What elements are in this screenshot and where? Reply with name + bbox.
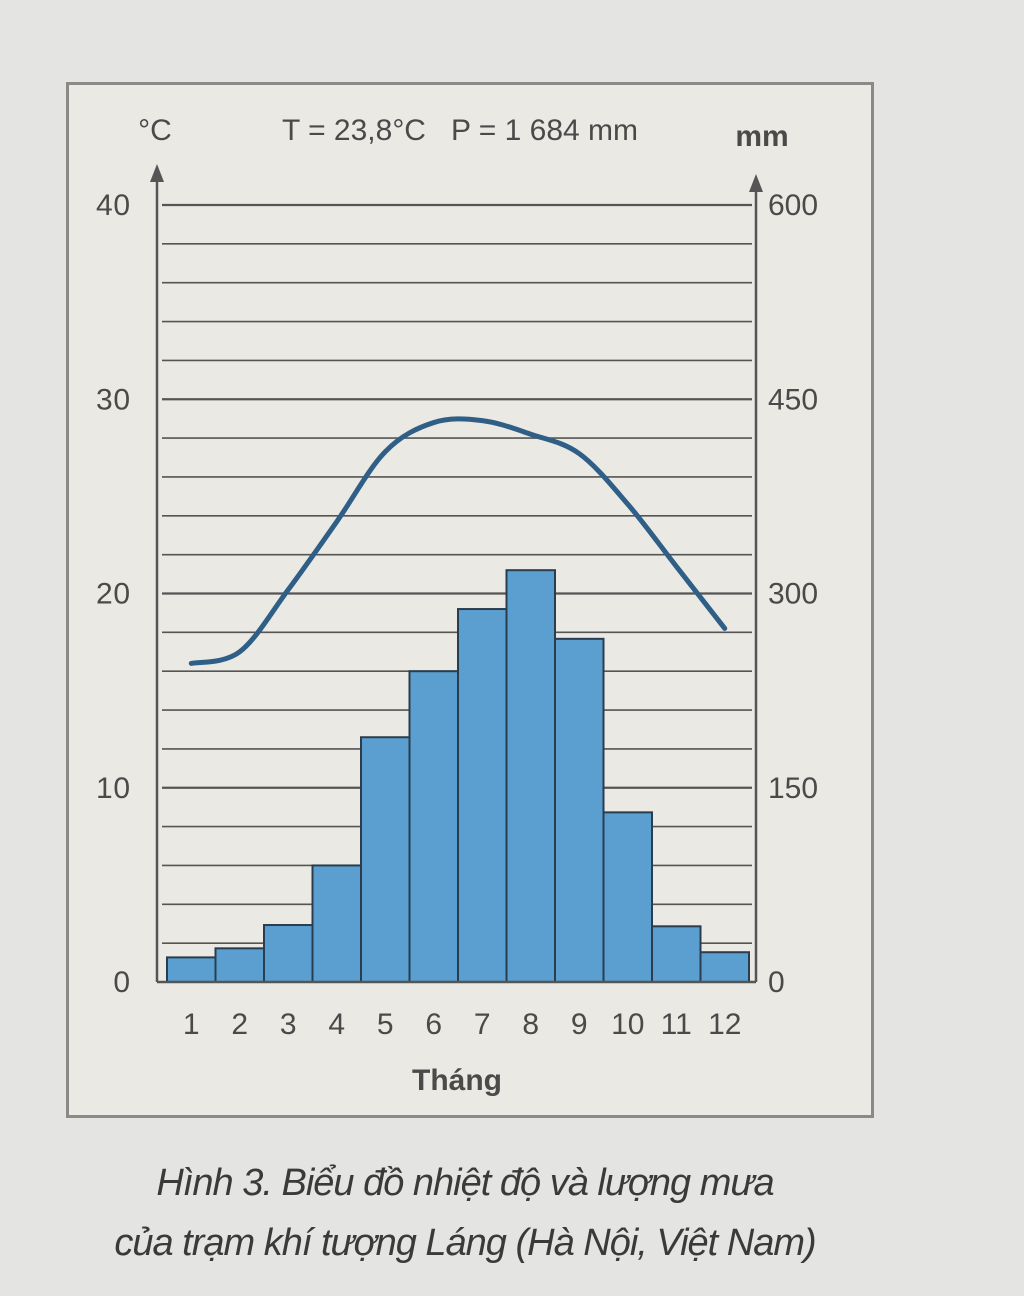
precipitation-bar	[602, 811, 653, 983]
left-tick-label: 30	[96, 383, 130, 416]
left-axis-arrow-icon	[150, 164, 164, 182]
right-axis-arrow-icon	[749, 174, 763, 192]
left-axis-unit: °C	[138, 114, 172, 147]
precipitation-bar	[699, 951, 750, 984]
x-tick-label: 1	[183, 1008, 200, 1041]
right-tick-label: 600	[768, 189, 818, 222]
precipitation-bar	[651, 925, 702, 984]
x-tick-label: 4	[328, 1008, 345, 1041]
right-tick-label: 0	[768, 966, 785, 999]
precipitation-bar	[457, 608, 508, 983]
right-tick-label: 150	[768, 772, 818, 805]
x-tick-label: 3	[280, 1008, 297, 1041]
left-tick-label: 0	[113, 966, 130, 999]
x-axis-label: Tháng	[412, 1064, 502, 1097]
right-tick-label: 300	[768, 578, 818, 611]
chart-title: T = 23,8°C P = 1 684 mm	[282, 114, 638, 147]
precipitation-bar	[408, 670, 459, 983]
figure-caption-line2: của trạm khí tượng Láng (Hà Nội, Việt Na…	[114, 1222, 816, 1264]
x-tick-label: 11	[661, 1008, 692, 1041]
temperature-line	[188, 416, 728, 666]
left-tick-label: 10	[96, 772, 130, 805]
right-tick-label: 450	[768, 383, 818, 416]
left-tick-label: 20	[96, 578, 130, 611]
x-tick-label: 5	[377, 1008, 394, 1041]
figure-caption-line1: Hình 3. Biểu đồ nhiệt độ và lượng mưa	[156, 1162, 774, 1204]
precipitation-bar	[263, 924, 314, 984]
precipitation-bar	[360, 736, 411, 983]
x-tick-label: 2	[231, 1008, 248, 1041]
left-tick-label: 40	[96, 189, 130, 222]
precipitation-bar	[311, 864, 362, 984]
precipitation-bar	[505, 569, 556, 983]
right-axis-unit: mm	[735, 120, 788, 153]
x-tick-label: 9	[571, 1008, 588, 1041]
x-tick-label: 10	[611, 1008, 644, 1041]
x-tick-label: 8	[522, 1008, 539, 1041]
precipitation-bar	[166, 956, 217, 984]
x-tick-label: 7	[474, 1008, 491, 1041]
x-tick-label: 12	[708, 1008, 741, 1041]
x-tick-label: 6	[425, 1008, 442, 1041]
precipitation-bar	[214, 947, 265, 984]
precipitation-bar	[554, 637, 605, 983]
